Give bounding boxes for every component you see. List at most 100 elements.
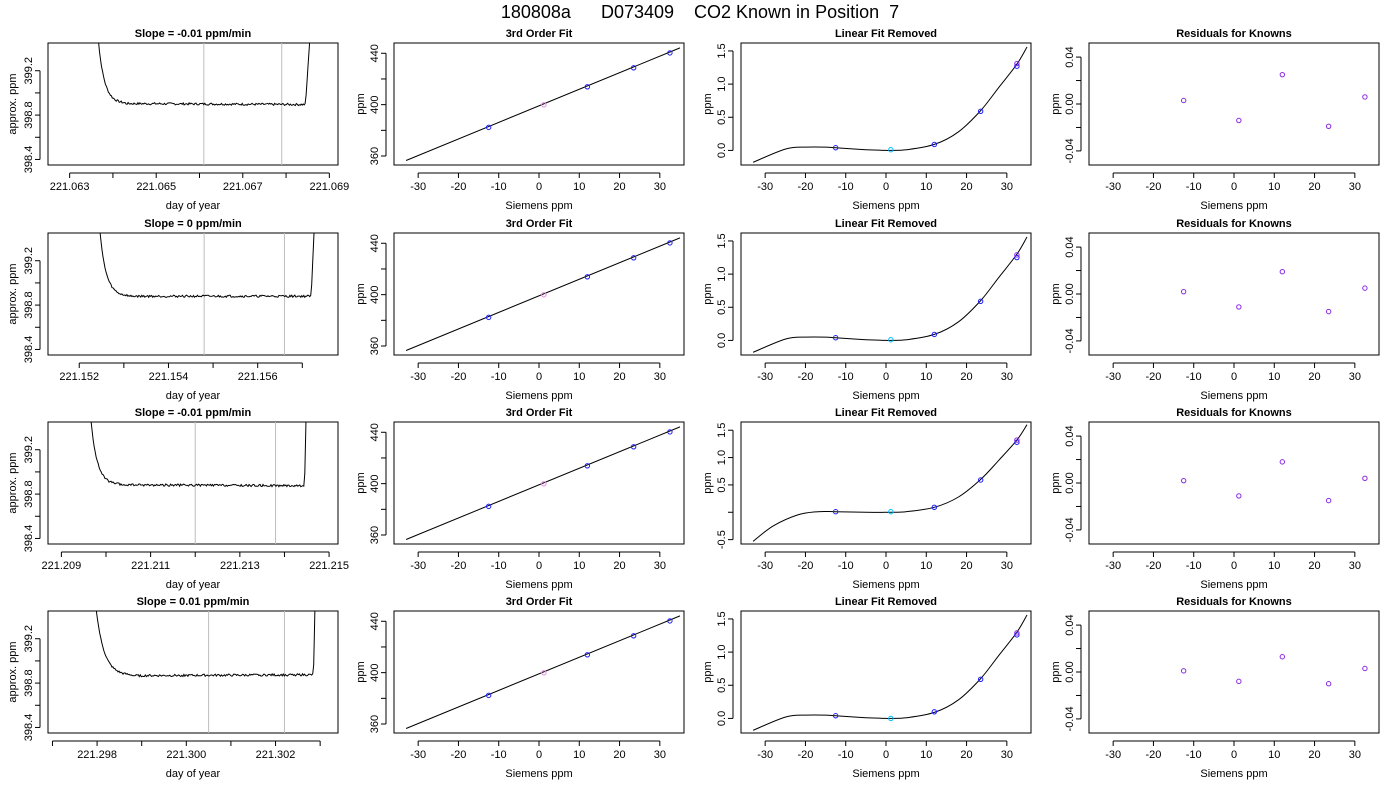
data-point [1279,654,1286,660]
data-point [1236,493,1242,499]
data-point [485,503,492,510]
x-tick-label: 0 [536,560,542,572]
y-tick-label: 0.5 [716,110,728,125]
x-tick-label: 0 [1231,371,1237,383]
data-point [485,124,492,131]
x-tick-label: -20 [1145,560,1161,572]
x-tick-label: -20 [1145,371,1161,383]
y-axis-label: ppm [1050,661,1062,682]
x-axis-label: Siemens ppm [505,768,572,780]
x-tick-label: 30 [1001,181,1013,193]
x-tick-label: 10 [1268,749,1280,761]
data-point [485,692,492,699]
fit-line [405,47,681,161]
y-tick-label: 0.00 [1064,472,1076,493]
data-point [888,715,894,722]
x-tick-label: -20 [450,371,466,383]
data-point [485,314,492,321]
x-tick-label: -30 [1105,181,1121,193]
y-tick-label: 0.00 [1064,93,1076,114]
y-tick-label: 400 [369,663,381,681]
y-tick-label: 0.00 [1064,283,1076,304]
plot-frame [47,421,339,545]
y-tick-label: 399.2 [23,57,35,85]
chart-panel-linear-row4: Linear Fit Removed -30 -20 -10 0 10 20 30 Siemen… [702,596,1032,780]
y-axis-label: ppm [355,661,367,682]
x-tick-label: 30 [1001,371,1013,383]
chart-panel-resid-row4: Residuals for Knowns -30 -20 -10 0 10 20 30 Siem… [1050,596,1380,780]
data-point [832,335,839,341]
data-point [832,145,839,151]
x-tick-label: 10 [920,560,932,572]
x-axis-label: Siemens ppm [505,390,572,402]
x-tick-label: 30 [1349,749,1361,761]
y-tick-label: 1.0 [716,450,728,465]
data-trace [99,233,315,299]
x-tick-label: -20 [797,371,813,383]
y-axis-label: ppm [355,93,367,114]
x-tick-label: 221.213 [220,560,260,572]
chart-title: 3rd Order Fit [506,218,573,230]
data-point [1236,117,1242,124]
y-tick-label: 399.2 [23,436,35,464]
plot-data [405,615,681,729]
data-point [1362,475,1368,482]
chart-title: Residuals for Knowns [1176,407,1292,419]
plot-data [1180,654,1368,687]
chart-title: Residuals for Knowns [1176,28,1292,40]
x-tick-label: 20 [960,371,972,383]
x-tick-label: 0 [1231,749,1237,761]
fit-line [405,615,681,729]
chart-panel-fit-row4: 3rd Order Fit -30 -20 -10 0 10 20 30 Siemens ppm… [355,596,685,780]
y-tick-label: 1.5 [716,423,728,438]
x-axis-label: Siemens ppm [1200,768,1267,780]
plot-data [1180,71,1368,129]
chart-title: Linear Fit Removed [835,218,937,230]
x-tick-label: 30 [1001,749,1013,761]
chart-panel-fit-row3: 3rd Order Fit -30 -20 -10 0 10 20 30 Siemens ppm… [355,407,685,591]
chart-panel-fit-row1: 3rd Order Fit -30 -20 -10 0 10 20 30 Siemens ppm… [355,28,685,212]
y-tick-label: 399.2 [23,247,35,275]
data-point [1180,477,1187,484]
data-point [977,676,984,682]
x-tick-label: 30 [654,181,666,193]
y-tick-label: -0.5 [716,530,728,549]
chart-panel-linear-row1: Linear Fit Removed -30 -20 -10 0 10 20 30 Siemen… [702,28,1032,212]
data-point [667,618,673,624]
data-point [1236,678,1242,685]
chart-title: Residuals for Knowns [1176,596,1292,608]
data-point [584,274,591,280]
y-axis-label: approx. ppm [7,263,19,324]
plot-frame [1088,610,1380,734]
y-tick-label: 400 [369,285,381,303]
y-axis-label: ppm [355,283,367,304]
data-point [832,713,839,719]
plot-data [752,236,1028,353]
y-tick-label: 0.0 [716,333,728,348]
data-point [1180,668,1187,674]
chart-title: 3rd Order Fit [506,407,573,419]
data-point [630,255,637,261]
y-axis-label: approx. ppm [7,73,19,134]
x-tick-label: 10 [573,560,585,572]
chart-panel-linear-row2: Linear Fit Removed -30 -20 -10 0 10 20 30 Siemen… [702,218,1032,402]
x-tick-label: 10 [1268,560,1280,572]
x-tick-label: 20 [1308,181,1320,193]
chart-panel-resid-row3: Residuals for Knowns -30 -20 -10 0 10 20 30 Siem… [1050,407,1380,591]
x-axis-label: Siemens ppm [852,200,919,212]
x-tick-label: -10 [1186,560,1202,572]
x-axis-label: Siemens ppm [505,579,572,591]
data-trace [98,43,311,107]
chart-title: 3rd Order Fit [506,596,573,608]
x-tick-label: 20 [1308,560,1320,572]
x-tick-label: -30 [410,560,426,572]
data-point [667,50,673,56]
chart-title: Linear Fit Removed [835,596,937,608]
x-tick-label: -10 [838,181,854,193]
y-tick-label: 440 [369,44,381,62]
y-tick-label: 440 [369,612,381,630]
data-point [931,709,938,715]
data-point [1279,269,1286,275]
y-tick-label: 398.8 [23,480,35,508]
x-axis-label: Siemens ppm [1200,200,1267,212]
